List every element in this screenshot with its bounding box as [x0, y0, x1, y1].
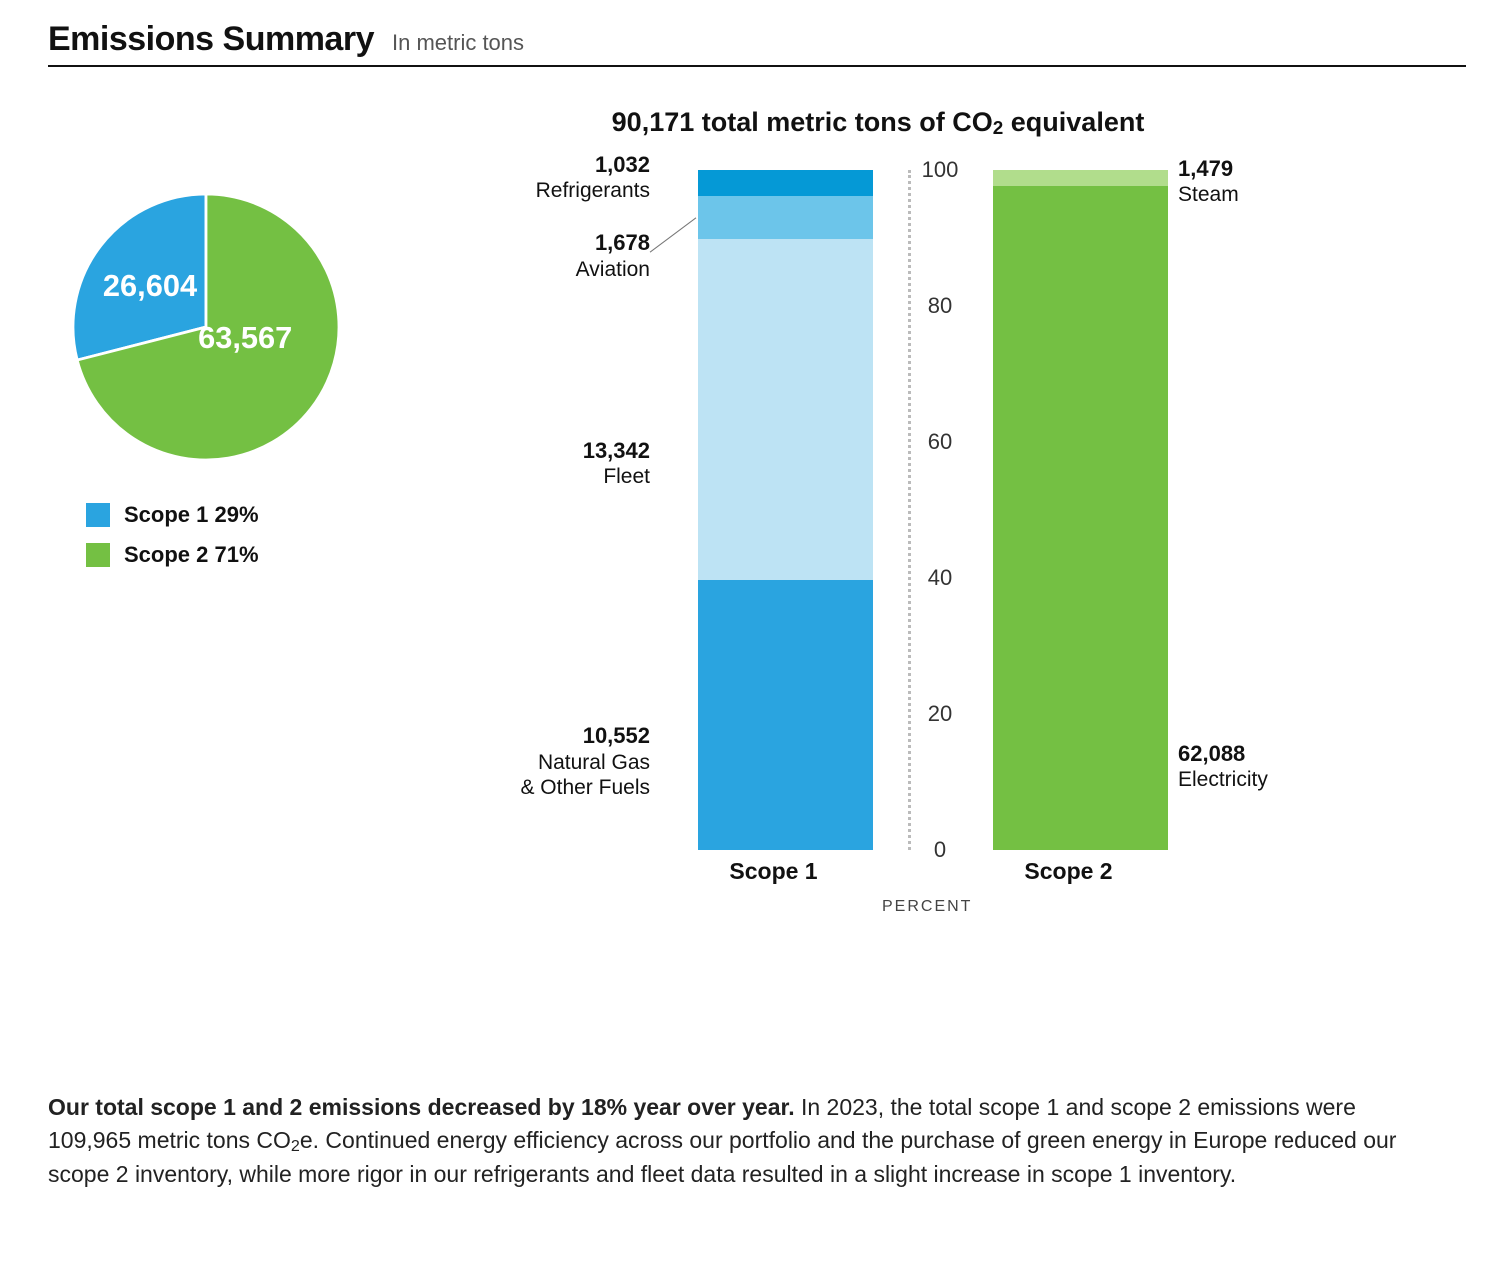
bar-segment — [698, 196, 873, 239]
page-subtitle: In metric tons — [392, 30, 524, 56]
legend-swatch — [86, 543, 110, 567]
bar-label: 10,552Natural Gas& Other Fuels — [440, 723, 650, 800]
bar-label: 13,342Fleet — [440, 438, 650, 490]
bar-label: 1,479Steam — [1178, 156, 1368, 208]
page: Emissions Summary In metric tons 26,6046… — [0, 0, 1506, 1286]
bar-scope1 — [698, 170, 873, 850]
y-tick: 80 — [910, 293, 960, 319]
pie-legend: Scope 1 29% Scope 2 71% — [86, 502, 386, 568]
y-axis — [908, 170, 911, 850]
bars-title: 90,171 total metric tons of CO2 equivale… — [568, 107, 1188, 138]
y-tick: 60 — [910, 429, 960, 455]
bar-scope2 — [993, 170, 1168, 850]
bar-segment — [993, 186, 1168, 850]
y-tick: 20 — [910, 701, 960, 727]
header: Emissions Summary In metric tons — [48, 20, 1466, 67]
bar-label: 1,032Refrigerants — [440, 152, 650, 204]
bar-segment — [698, 580, 873, 850]
legend-label: Scope 1 29% — [124, 502, 259, 528]
legend-swatch — [86, 503, 110, 527]
bars-title-prefix: 90,171 total metric tons of CO — [612, 107, 993, 137]
bar-label: 1,678Aviation — [440, 230, 650, 282]
y-tick: 0 — [910, 837, 960, 863]
bar-label: 62,088Electricity — [1178, 741, 1368, 793]
footer-lead: Our total scope 1 and 2 emissions decrea… — [48, 1094, 795, 1120]
bar1-axis-label: Scope 1 — [676, 858, 871, 885]
axis-unit: PERCENT — [882, 898, 972, 916]
bar-segment — [698, 239, 873, 580]
pie-svg: 26,60463,567 — [66, 187, 346, 467]
pie-chart: 26,60463,567 Scope 1 29% Scope 2 71% — [66, 187, 386, 582]
svg-text:63,567: 63,567 — [198, 320, 292, 355]
bars-title-suffix: equivalent — [1003, 107, 1144, 137]
bar-segment — [993, 170, 1168, 186]
y-tick: 40 — [910, 565, 960, 591]
legend-item-scope2: Scope 2 71% — [86, 542, 386, 568]
legend-label: Scope 2 71% — [124, 542, 259, 568]
footer-paragraph: Our total scope 1 and 2 emissions decrea… — [48, 1091, 1428, 1191]
bars-title-sub: 2 — [993, 118, 1004, 139]
page-title: Emissions Summary — [48, 20, 374, 59]
footer-sub: 2 — [291, 1137, 300, 1155]
bar-segment — [698, 170, 873, 196]
stacked-bars: 020406080100 Scope 1 Scope 2 PERCENT 10,… — [428, 162, 1228, 902]
svg-text:26,604: 26,604 — [103, 268, 197, 303]
plot-area: 020406080100 — [658, 170, 1178, 850]
bar2-axis-label: Scope 2 — [971, 858, 1166, 885]
chart-area: 26,60463,567 Scope 1 29% Scope 2 71% 90,… — [48, 107, 1466, 997]
legend-item-scope1: Scope 1 29% — [86, 502, 386, 528]
y-tick: 100 — [910, 157, 960, 183]
